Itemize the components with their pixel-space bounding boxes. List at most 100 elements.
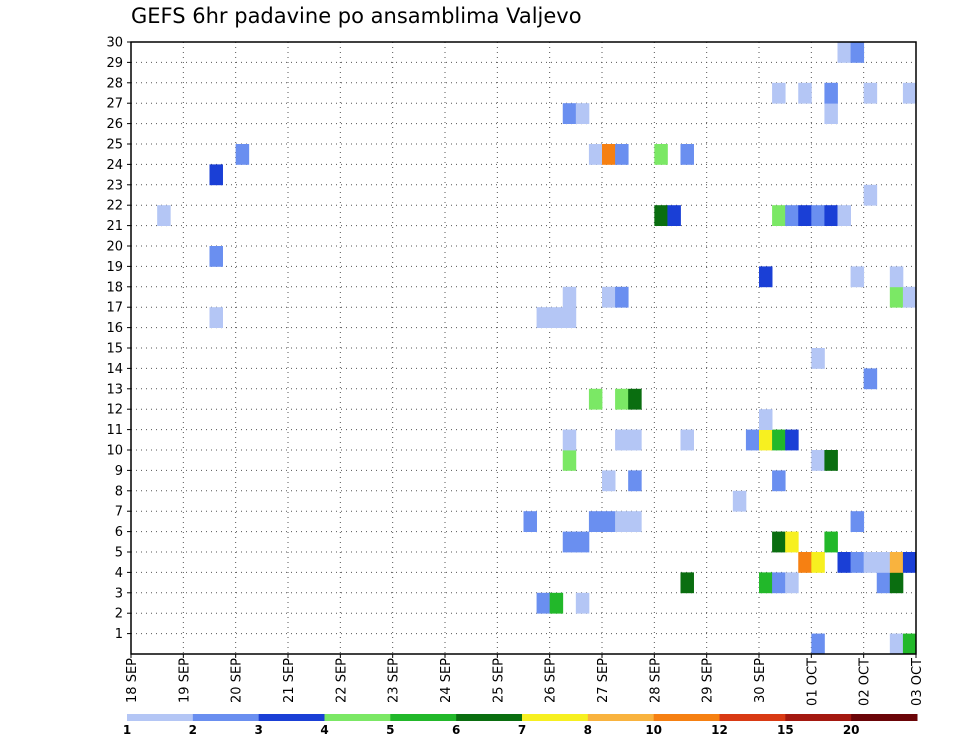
heatmap-cell: [824, 531, 838, 553]
x-tick-label: 22 SEP: [334, 658, 349, 703]
heatmap-cell: [588, 511, 603, 532]
heatmap-cell: [209, 246, 223, 267]
y-tick-label: 22: [106, 199, 123, 214]
heatmap-cell: [850, 266, 865, 288]
y-tick-label: 27: [106, 97, 123, 112]
heatmap-cell: [902, 82, 917, 104]
colorbar-swatch: [587, 714, 655, 721]
chart-title: GEFS 6hr padavine po ansamblima Valjevo: [131, 4, 582, 28]
heatmap-cell: [902, 286, 917, 308]
heatmap-cell: [536, 307, 551, 328]
heatmap-cell: [628, 388, 642, 410]
heatmap-cell: [837, 42, 851, 63]
heatmap-cell: [157, 205, 171, 226]
colorbar-label: 8: [584, 723, 592, 737]
heatmap-cell: [732, 490, 747, 512]
colorbar-label: 5: [386, 723, 394, 737]
heatmap-cell: [902, 552, 917, 573]
y-tick-label: 17: [106, 301, 123, 316]
heatmap-cell: [772, 205, 786, 226]
heatmap-cell: [772, 572, 786, 594]
heatmap-cell: [798, 552, 812, 573]
heatmap-cell: [628, 429, 642, 451]
colorbar-label: 20: [843, 723, 860, 737]
colorbar-swatch: [719, 714, 786, 721]
heatmap-cell: [602, 144, 616, 165]
y-tick-label: 16: [106, 321, 123, 336]
heatmap-cell: [628, 470, 642, 492]
heatmap-cell: [615, 144, 629, 165]
heatmap-cell: [863, 552, 878, 573]
y-tick-label: 8: [115, 484, 123, 499]
colorbar-label: 15: [777, 723, 794, 737]
heatmap-cell: [667, 205, 681, 226]
y-tick-label: 15: [106, 342, 123, 357]
x-tick-label: 26 SEP: [544, 658, 559, 703]
heatmap-cell: [575, 531, 590, 553]
heatmap-cell: [759, 429, 773, 451]
heatmap-cell: [562, 286, 577, 308]
heatmap-cell: [837, 205, 851, 226]
heatmap-cell: [850, 42, 865, 63]
heatmap-cell: [615, 511, 629, 532]
x-tick-label: 19 SEP: [177, 658, 192, 703]
colorbar-label: 7: [518, 723, 526, 737]
heatmap-cell: [889, 572, 904, 594]
heatmap-cell: [902, 633, 917, 655]
heatmap-cell: [798, 205, 812, 226]
heatmap-cell: [876, 572, 891, 594]
heatmap-cell: [811, 450, 825, 471]
colorbar-swatch: [522, 714, 589, 721]
heatmap-cell: [772, 470, 786, 492]
heatmap-cell: [680, 572, 694, 594]
y-tick-label: 24: [106, 158, 123, 173]
heatmap-cell: [209, 164, 223, 186]
heatmap-cell: [889, 266, 904, 288]
heatmap-cell: [680, 144, 694, 165]
colorbar: 1 2 3 4 5 6 7 8 10 12 15 20: [123, 714, 918, 737]
heatmap-cell: [536, 592, 551, 614]
x-tick-label: 27 SEP: [596, 658, 611, 703]
heatmap-cell: [602, 286, 616, 308]
heatmap-cell: [615, 429, 629, 451]
heatmap-cell: [745, 429, 760, 451]
heatmap-cell: [523, 511, 537, 532]
x-tick-label: 28 SEP: [648, 658, 663, 703]
x-tick-label: 20 SEP: [230, 658, 245, 703]
y-tick-label: 1: [115, 627, 123, 642]
y-tick-label: 28: [106, 76, 123, 91]
y-tick-label: 7: [115, 505, 123, 520]
heatmap-cell: [562, 429, 577, 451]
x-tick-label: 18 SEP: [125, 658, 140, 703]
y-tick-label: 25: [106, 138, 123, 153]
y-tick-label: 30: [106, 36, 123, 51]
heatmap-cell: [772, 531, 786, 553]
heatmap-cell: [863, 184, 878, 206]
heatmap-cell: [588, 388, 603, 410]
y-tick-label: 6: [115, 525, 123, 540]
y-tick-label: 29: [106, 56, 123, 71]
heatmap-cell: [209, 307, 223, 328]
y-tick-label: 9: [115, 464, 123, 479]
x-tick-label: 25 SEP: [491, 658, 506, 703]
colorbar-swatch: [653, 714, 720, 721]
x-tick-label: 30 SEP: [753, 658, 768, 703]
colorbar-swatch: [258, 714, 325, 721]
heatmap-cell: [235, 144, 250, 165]
y-axis-ticks: 1234567891011121314151617181920212223242…: [106, 36, 131, 642]
heatmap-cell: [680, 429, 694, 451]
heatmap-cell: [889, 552, 904, 573]
x-tick-label: 01 OCT: [805, 658, 820, 706]
heatmap-cell: [824, 450, 838, 471]
heatmap-cell: [889, 286, 904, 308]
heatmap-cell: [772, 429, 786, 451]
heatmap-cell: [654, 205, 668, 226]
x-tick-label: 21 SEP: [282, 658, 297, 703]
colorbar-swatch: [324, 714, 391, 721]
y-tick-label: 21: [106, 219, 123, 234]
heatmap-cell: [811, 205, 825, 226]
heatmap-cell: [785, 429, 799, 451]
heatmap-cell: [588, 144, 603, 165]
colorbar-label: 4: [320, 723, 328, 737]
heatmap-cell: [615, 388, 629, 410]
